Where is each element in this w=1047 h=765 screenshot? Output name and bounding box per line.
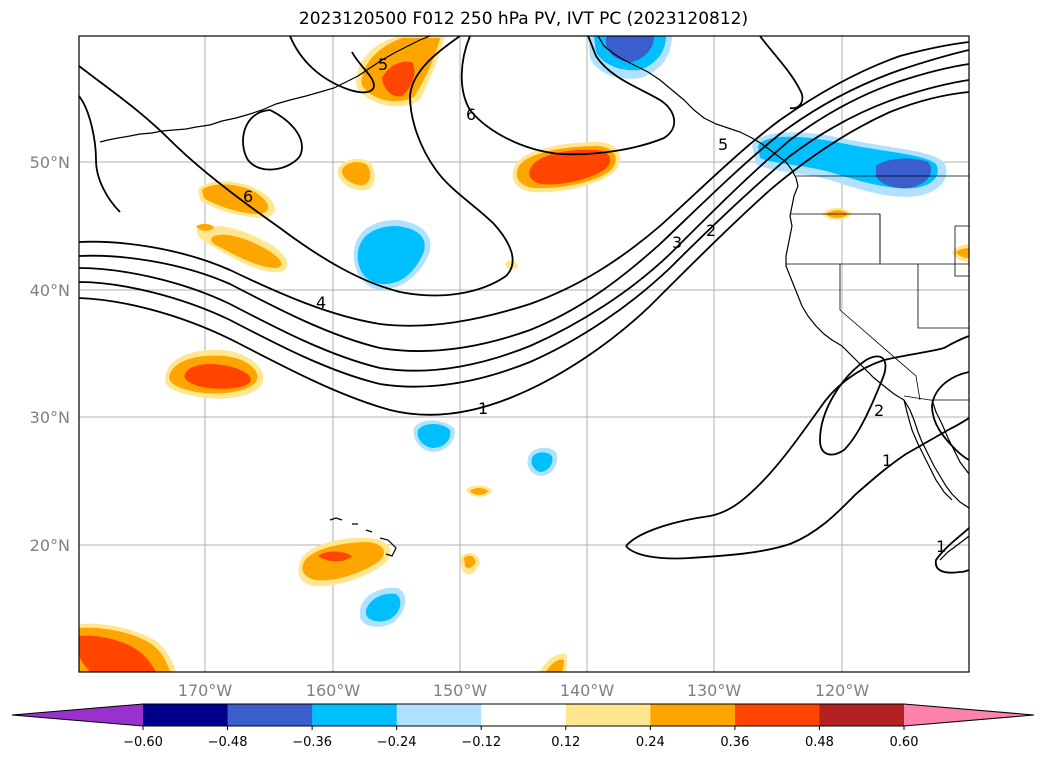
lon-label: 150°W (433, 681, 488, 700)
pv-negative-anomalies (353, 36, 947, 627)
latitude-labels: 50°N 40°N 30°N 20°N (30, 153, 70, 555)
pv-feature (956, 248, 969, 258)
map-panel: 6 6 5 4 3 2 1 5 2 1 1 (79, 36, 969, 672)
lat-label: 40°N (30, 281, 70, 300)
lon-label: 160°W (306, 681, 361, 700)
pv-feature (546, 659, 564, 672)
lon-label: 140°W (560, 681, 615, 700)
colorbar-tick-label: −0.60 (123, 735, 163, 750)
lat-label: 50°N (30, 153, 70, 172)
colorbar-tick-label: 0.36 (720, 735, 749, 750)
contour-5 (79, 41, 969, 327)
pv-feature (341, 162, 371, 186)
colorbar-tick-label: −0.24 (377, 735, 417, 750)
pv-feature (366, 593, 401, 622)
contour-label: 2 (706, 221, 716, 240)
contour-labels: 6 6 5 4 3 2 1 5 2 1 1 (243, 55, 946, 556)
state-border (839, 264, 921, 401)
contour-6 (289, 36, 375, 94)
colorbar-segment (734, 704, 820, 726)
colorbar-segment (819, 704, 905, 726)
contour-6 (79, 95, 121, 213)
state-border (917, 264, 969, 329)
colorbar-segment (227, 704, 313, 726)
pv-feature (529, 149, 611, 185)
lon-label: 130°W (687, 681, 742, 700)
pv-feature (357, 226, 425, 284)
longitude-labels: 170°W 160°W 150°W 140°W 130°W 120°W (178, 681, 870, 700)
colorbar: −0.60 −0.48 −0.36 −0.24 −0.12 0.12 0.24 0.36 0.4… (11, 703, 1035, 750)
contour-1 (931, 371, 969, 461)
contour-label: 1 (936, 537, 946, 556)
contour-1 (625, 417, 969, 560)
pv-feature (211, 234, 282, 268)
colorbar-tick-label: 0.24 (636, 735, 665, 750)
aleutian-islands (99, 36, 431, 143)
colorbar-segment (143, 704, 229, 726)
contour-label: 5 (378, 55, 388, 74)
lon-label: 170°W (178, 681, 233, 700)
colorbar-tick-label: −0.36 (292, 735, 332, 750)
contour-label: 6 (466, 105, 476, 124)
contour-label: 4 (316, 293, 326, 312)
contour-label: 2 (874, 401, 884, 420)
colorbar-segment (396, 704, 482, 726)
colorbar-tick-label: 0.60 (890, 735, 919, 750)
pv-feature (196, 223, 214, 231)
contour-6 (759, 36, 804, 110)
pv-feature (382, 61, 415, 97)
lon-label: 120°W (815, 681, 870, 700)
contour-label: 3 (672, 233, 682, 252)
pv-positive-anomalies (79, 36, 969, 672)
lat-label: 20°N (30, 536, 70, 555)
contour-1 (625, 335, 969, 547)
colorbar-tick-label: −0.48 (208, 735, 248, 750)
contour-1 (79, 91, 969, 416)
contour-6 (79, 36, 514, 297)
us-west-coast (785, 185, 969, 509)
colorbar-segment (565, 704, 651, 726)
contour-3 (79, 63, 969, 372)
contour-6 (460, 36, 675, 156)
contour-4 (79, 49, 969, 352)
contour-label: 6 (243, 187, 253, 206)
pv-feature (876, 158, 932, 189)
contour-2 (79, 79, 969, 388)
pv-feature (417, 424, 451, 448)
pv-feature (464, 555, 476, 569)
pv-feature (79, 635, 156, 672)
state-border (954, 225, 969, 277)
colorbar-segment (650, 704, 736, 726)
pv-feature (531, 452, 553, 472)
pv-feature (184, 364, 251, 389)
baja-california (903, 399, 953, 501)
ivt-contours (79, 36, 969, 574)
contour-label: 1 (882, 451, 892, 470)
map-title: 2023120500 F012 250 hPa PV, IVT PC (2023… (298, 9, 749, 29)
pv-feature (318, 551, 352, 562)
colorbar-extend-low (12, 704, 143, 726)
alaska-coast (597, 36, 799, 187)
map-frame (78, 35, 970, 673)
contour-6 (242, 109, 303, 171)
colorbar-segment (312, 704, 398, 726)
colorbar-tick-label: −0.12 (461, 735, 501, 750)
lat-label: 30°N (30, 408, 70, 427)
pv-feature (606, 36, 654, 62)
contour-1 (934, 527, 969, 574)
colorbar-tick-label: 0.12 (551, 735, 580, 750)
contour-label: 5 (718, 135, 728, 154)
contour-label: 1 (478, 399, 488, 418)
colorbar-tick-label: 0.48 (805, 735, 834, 750)
mexico-border (903, 395, 969, 401)
hawaii-islands (329, 517, 397, 557)
colorbar-segment (481, 704, 567, 726)
political-borders (786, 175, 969, 401)
contour-2 (819, 355, 887, 456)
mexico-coast (939, 535, 969, 561)
colorbar-extend-high (904, 704, 1034, 726)
pv-feature (470, 488, 488, 495)
pv-feature (302, 542, 384, 581)
